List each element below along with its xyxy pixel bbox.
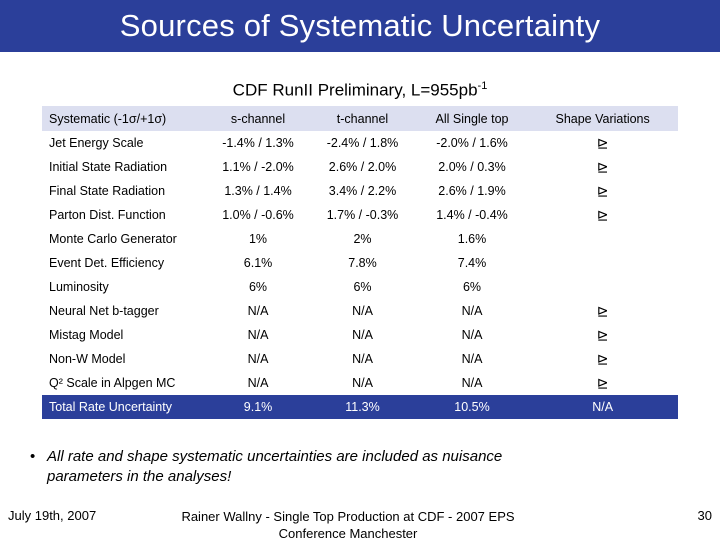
shape-check-icon: ⊵ — [596, 158, 609, 175]
shape-check-icon: ⊵ — [596, 326, 609, 343]
all-single-top-value: N/A — [461, 328, 483, 342]
row-name: Event Det. Efficiency — [49, 256, 165, 270]
shape-check-icon: ⊵ — [596, 350, 609, 367]
s-channel-value: 1.3% / 1.4% — [224, 184, 292, 198]
total-row-name: Total Rate Uncertainty — [49, 400, 172, 414]
all-single-top-value: N/A — [461, 304, 483, 318]
table-header-row: Systematic (-1σ/+1σ) s-channel t-channel… — [42, 106, 678, 131]
table-row: Jet Energy Scale -1.4% / 1.3% -2.4% / 1.… — [42, 131, 678, 155]
total-all-single-top: 10.5% — [454, 400, 490, 414]
shape-check-icon: ⊵ — [596, 134, 609, 151]
total-s-channel: 9.1% — [243, 400, 273, 414]
row-name: Parton Dist. Function — [49, 208, 166, 222]
all-single-top-value: 1.4% / -0.4% — [436, 208, 508, 222]
bullet-text: All rate and shape systematic uncertaint… — [47, 448, 503, 485]
slide-title: Sources of Systematic Uncertainty — [119, 8, 601, 43]
table-row: Neural Net b-tagger N/A N/A N/A ⊵ — [42, 299, 678, 323]
t-channel-value: 2% — [353, 232, 372, 246]
s-channel-value: -1.4% / 1.3% — [222, 136, 294, 150]
row-name: Monte Carlo Generator — [49, 232, 177, 246]
s-channel-value: 1.0% / -0.6% — [222, 208, 294, 222]
row-name: Non-W Model — [49, 352, 126, 366]
header-shape-variations: Shape Variations — [555, 111, 650, 126]
table-row: Monte Carlo Generator 1% 2% 1.6% — [42, 227, 678, 251]
t-channel-value: 6% — [353, 280, 372, 294]
s-channel-value: 6.1% — [243, 256, 273, 270]
total-row: Total Rate Uncertainty 9.1% 11.3% 10.5% … — [42, 395, 678, 419]
row-name: Neural Net b-tagger — [49, 304, 159, 318]
all-single-top-value: -2.0% / 1.6% — [436, 136, 508, 150]
header-t-channel: t-channel — [336, 111, 389, 126]
title-bar: Sources of Systematic Uncertainty — [0, 0, 720, 52]
t-channel-value: -2.4% / 1.8% — [326, 136, 399, 150]
s-channel-value: 1.1% / -2.0% — [222, 160, 294, 174]
footer-presenter: Rainer Wallny - Single Top Production at… — [181, 509, 515, 541]
shape-check-icon: ⊵ — [596, 302, 609, 319]
shape-cell — [527, 227, 678, 251]
t-channel-value: N/A — [352, 376, 373, 390]
total-shape: N/A — [592, 400, 614, 414]
header-all-single-top: All Single top — [435, 111, 509, 126]
row-name: Q² Scale in Alpgen MC — [49, 376, 176, 390]
shape-check-icon: ⊵ — [596, 374, 609, 391]
subtitle-superscript: -1 — [477, 80, 488, 92]
s-channel-value: 6% — [248, 280, 268, 294]
shape-check-icon: ⊵ — [596, 182, 609, 199]
table-row: Final State Radiation 1.3% / 1.4% 3.4% /… — [42, 179, 678, 203]
row-name: Initial State Radiation — [49, 160, 168, 174]
systematics-table: Systematic (-1σ/+1σ) s-channel t-channel… — [42, 106, 678, 419]
page-number: 30 — [697, 508, 712, 523]
table-row: Luminosity 6% 6% 6% — [42, 275, 678, 299]
row-name: Jet Energy Scale — [49, 136, 144, 150]
footer-date: July 19th, 2007 — [8, 508, 97, 523]
t-channel-value: 3.4% / 2.2% — [328, 184, 397, 198]
s-channel-value: N/A — [247, 352, 269, 366]
t-channel-value: 7.8% — [348, 256, 377, 270]
row-name: Mistag Model — [49, 328, 124, 342]
row-name: Luminosity — [49, 280, 109, 294]
all-single-top-value: 2.0% / 0.3% — [438, 160, 506, 174]
s-channel-value: N/A — [247, 328, 269, 342]
t-channel-value: N/A — [352, 328, 373, 342]
t-channel-value: 2.6% / 2.0% — [328, 160, 397, 174]
total-t-channel: 11.3% — [345, 400, 380, 414]
table-row: Event Det. Efficiency 6.1% 7.8% 7.4% — [42, 251, 678, 275]
all-single-top-value: 1.6% — [457, 232, 487, 246]
shape-check-icon: ⊵ — [596, 206, 609, 223]
row-name: Final State Radiation — [49, 184, 166, 198]
t-channel-value: N/A — [352, 304, 373, 318]
s-channel-value: 1% — [248, 232, 268, 246]
table-row: Mistag Model N/A N/A N/A ⊵ — [42, 323, 678, 347]
t-channel-value: 1.7% / -0.3% — [326, 208, 399, 222]
all-single-top-value: 6% — [462, 280, 482, 294]
table-row: Parton Dist. Function 1.0% / -0.6% 1.7% … — [42, 203, 678, 227]
s-channel-value: N/A — [247, 304, 269, 318]
subtitle: CDF RunII Preliminary, L=955pb-1 — [0, 80, 720, 101]
header-systematic: Systematic (-1σ/+1σ) — [49, 111, 167, 126]
all-single-top-value: N/A — [461, 352, 483, 366]
all-single-top-value: 2.6% / 1.9% — [438, 184, 506, 198]
all-single-top-value: 7.4% — [457, 256, 487, 270]
bullet-icon: • — [30, 448, 36, 465]
all-single-top-value: N/A — [461, 376, 483, 390]
table-row: Non-W Model N/A N/A N/A ⊵ — [42, 347, 678, 371]
table-row: Q² Scale in Alpgen MC N/A N/A N/A ⊵ — [42, 371, 678, 395]
header-s-channel: s-channel — [230, 111, 286, 126]
table-row: Initial State Radiation 1.1% / -2.0% 2.6… — [42, 155, 678, 179]
s-channel-value: N/A — [247, 376, 269, 390]
shape-cell — [527, 275, 678, 299]
shape-cell — [527, 251, 678, 275]
t-channel-value: N/A — [352, 352, 373, 366]
subtitle-text: CDF RunII Preliminary, L=955pb — [232, 80, 478, 100]
